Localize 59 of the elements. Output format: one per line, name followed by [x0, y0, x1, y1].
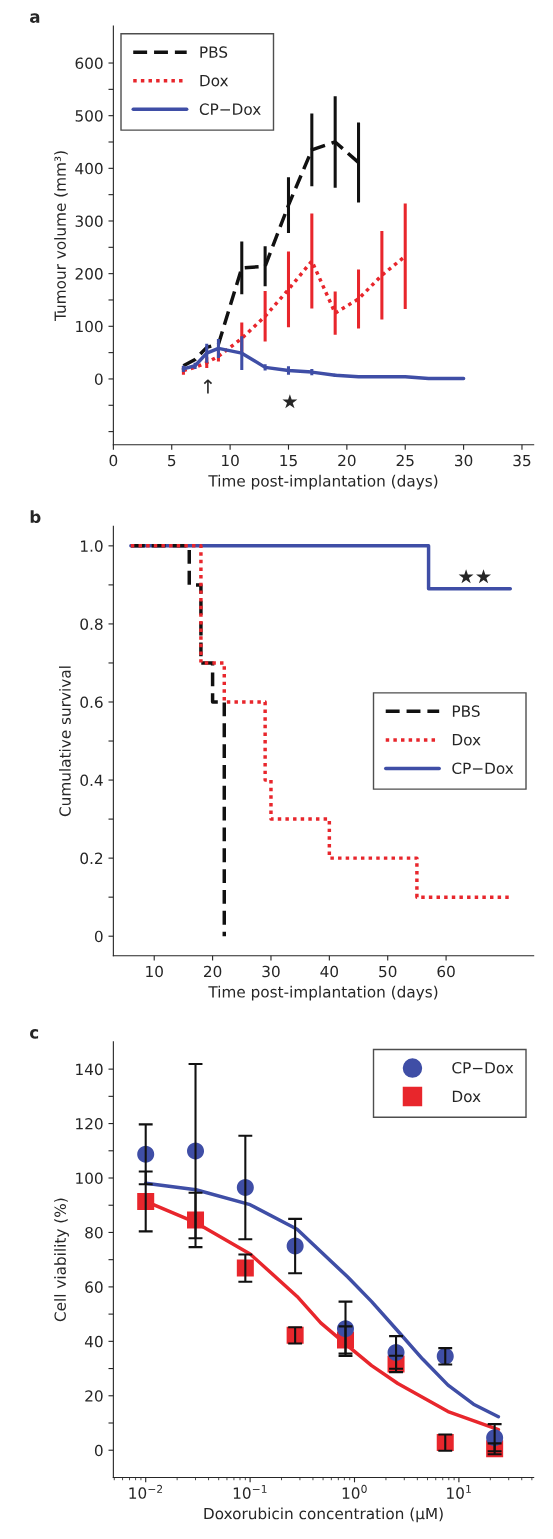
y-tick-label: 600 [75, 57, 103, 70]
x-tick-label: 50 [379, 965, 397, 978]
y-tick-label: 140 [76, 1063, 103, 1076]
x-axis-title: Doxorubicin concentration (μM) [204, 1507, 443, 1523]
y-tick-label: 80 [85, 1226, 103, 1239]
legend-label: Dox [452, 734, 481, 746]
x-tick-label: 60 [437, 965, 455, 978]
legend-label: PBS [200, 46, 228, 58]
y-tick-label: 500 [75, 110, 103, 122]
y-tick-label: 100 [76, 1172, 103, 1185]
legend-label: Dox [452, 1090, 481, 1103]
y-tick-label: 200 [75, 268, 103, 280]
y-tick-label: 0 [94, 373, 103, 385]
x-tick-label: 10$^{−2}$ [129, 1484, 163, 1499]
y-tick-label: 300 [75, 215, 103, 228]
x-tick-label: 10$^{0}$ [342, 1484, 367, 1499]
legend-label: Dox [200, 75, 229, 87]
y-tick-label: 1.0 [81, 540, 103, 552]
x-tick-label: 10$^{1}$ [447, 1485, 471, 1499]
chart-title: c [30, 1029, 39, 1039]
chart-title: b [30, 510, 41, 524]
x-tick-label: 40 [320, 965, 339, 978]
y-tick-label: 0.4 [80, 774, 103, 787]
x-tick-label: 5 [168, 454, 176, 467]
y-axis-title: Tumour volume (mm³) [54, 151, 68, 322]
y-tick-label: 20 [85, 1390, 103, 1402]
x-tick-label: 35 [513, 454, 531, 467]
y-tick-label: 0 [94, 930, 103, 943]
legend-label: CP−Dox [452, 1062, 514, 1074]
y-tick-label: 0.8 [80, 618, 103, 630]
legend-label: CP−Dox [199, 103, 261, 115]
x-tick-label: 0 [109, 454, 118, 467]
chart-title: a [30, 13, 40, 23]
y-tick-label: 100 [76, 320, 103, 333]
legend-label: CP−Dox [452, 762, 514, 774]
y-axis-title: Cumulative survival [59, 666, 71, 817]
y-axis-title: Cell viability (%) [54, 1198, 69, 1322]
x-tick-label: 10 [146, 965, 163, 978]
x-tick-label: 30 [262, 965, 280, 978]
y-tick-label: 0 [94, 1444, 103, 1457]
x-axis-title: Time post-implantation (days) [208, 985, 438, 1001]
annotation: ★★ [458, 569, 491, 584]
y-tick-label: 0.2 [80, 852, 103, 865]
y-tick-label: 60 [85, 1281, 103, 1293]
x-tick-label: 10 [222, 454, 239, 467]
y-tick-label: 0.6 [80, 696, 103, 709]
x-tick-label: 10$^{−1}$ [233, 1485, 267, 1499]
x-tick-label: 15 [280, 454, 297, 467]
x-tick-label: 30 [455, 454, 473, 467]
y-tick-label: 400 [75, 162, 103, 175]
x-tick-label: 20 [338, 454, 356, 467]
legend-label: PBS [452, 705, 480, 717]
annotation: ★ [282, 394, 298, 409]
x-axis-title: Time post-implantation (days) [208, 474, 438, 490]
x-tick-label: 25 [396, 454, 414, 467]
y-tick-label: 120 [76, 1118, 103, 1130]
x-tick-label: 20 [204, 965, 222, 978]
annotation: ↑ [203, 379, 213, 394]
y-tick-label: 40 [84, 1335, 103, 1348]
